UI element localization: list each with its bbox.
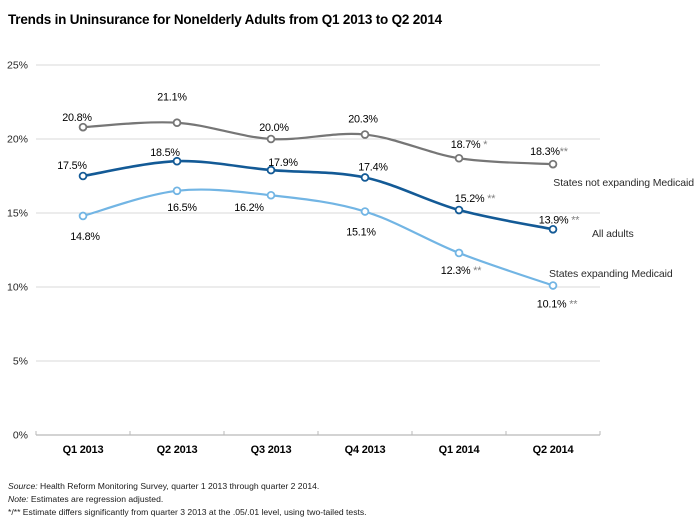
footnote-note-text: Estimates are regression adjusted. xyxy=(28,494,164,504)
data-point-marker-states-expanding-medicaid xyxy=(172,186,182,196)
footnote-note: Note: Estimates are regression adjusted. xyxy=(8,493,367,506)
footnote-source-text: Health Reform Monitoring Survey, quarter… xyxy=(37,481,320,491)
data-point-label: 15.2% ** xyxy=(455,193,496,205)
data-point-label: 16.2% xyxy=(234,202,264,214)
data-point-marker-all-adults xyxy=(78,171,88,181)
footnote-note-prefix: Note: xyxy=(8,494,29,504)
data-point-marker-states-expanding-medicaid xyxy=(266,190,276,200)
series-line-states-expanding-medicaid xyxy=(81,188,555,287)
y-axis-tick-label: 0% xyxy=(13,430,28,442)
data-point-label: 17.9% xyxy=(268,157,298,169)
data-point-label: 18.7% * xyxy=(451,139,488,151)
data-point-label: 13.9% ** xyxy=(539,214,580,226)
x-axis-category-label: Q1 2014 xyxy=(439,444,481,456)
data-point-label: 10.1% ** xyxy=(537,299,578,311)
series-legend-label-states-expanding-medicaid: States expanding Medicaid xyxy=(549,268,673,280)
data-point-marker-all-adults xyxy=(454,205,464,215)
y-axis-tick-label: 20% xyxy=(7,134,28,146)
data-point-marker-all-adults xyxy=(360,173,370,182)
x-axis-category-label: Q2 2013 xyxy=(157,444,198,456)
data-point-marker-states-not-expanding-medicaid xyxy=(454,153,464,163)
x-axis-category-label: Q1 2013 xyxy=(63,444,104,456)
footnote-sig-text: */** Estimate differs significantly from… xyxy=(8,507,367,517)
data-point-label: 16.5% xyxy=(167,202,197,214)
footnote-significance: */** Estimate differs significantly from… xyxy=(8,506,367,519)
data-point-marker-states-not-expanding-medicaid xyxy=(360,130,370,139)
data-point-marker-states-not-expanding-medicaid xyxy=(548,159,558,169)
data-point-label: 17.4% xyxy=(358,161,388,173)
y-axis-tick-label: 15% xyxy=(7,208,28,220)
data-point-label: 12.3% ** xyxy=(441,265,482,277)
x-axis-category-label: Q4 2013 xyxy=(345,444,386,456)
data-point-marker-states-not-expanding-medicaid xyxy=(172,118,182,128)
y-axis-tick-label: 25% xyxy=(7,60,28,72)
x-axis-category-label: Q2 2014 xyxy=(533,444,575,456)
footnotes: Source: Health Reform Monitoring Survey,… xyxy=(8,480,367,519)
data-point-marker-all-adults xyxy=(172,156,182,166)
data-point-marker-states-expanding-medicaid xyxy=(548,281,558,290)
data-point-marker-states-expanding-medicaid xyxy=(78,211,88,221)
series-line-all-adults xyxy=(81,159,555,231)
data-point-label: 20.3% xyxy=(348,114,378,126)
data-point-label: 15.1% xyxy=(346,227,376,239)
data-point-label: 20.8% xyxy=(62,112,92,124)
series-legend-label-all-adults: All adults xyxy=(592,228,634,240)
y-axis-tick-label: 5% xyxy=(13,356,28,368)
data-point-label: 21.1% xyxy=(157,92,187,104)
data-point-marker-states-not-expanding-medicaid xyxy=(78,122,88,132)
data-point-label: 18.5% xyxy=(150,147,180,159)
y-axis-tick-label: 10% xyxy=(7,282,28,294)
data-point-label: 20.0% xyxy=(259,122,289,134)
data-point-marker-all-adults xyxy=(548,224,558,234)
footnote-source-prefix: Source: xyxy=(8,481,38,491)
data-point-marker-states-not-expanding-medicaid xyxy=(266,134,276,144)
x-axis-category-label: Q3 2013 xyxy=(251,444,292,456)
series-legend-label-states-not-expanding-medicaid: States not expanding Medicaid xyxy=(553,177,694,189)
chart-title: Trends in Uninsurance for Nonelderly Adu… xyxy=(8,12,442,27)
data-point-marker-states-expanding-medicaid xyxy=(454,248,464,258)
data-point-label: 18.3%** xyxy=(530,146,569,158)
data-point-marker-states-expanding-medicaid xyxy=(360,207,370,216)
data-point-marker-all-adults xyxy=(266,165,276,175)
data-point-label: 14.8% xyxy=(70,231,100,243)
series-line-states-not-expanding-medicaid xyxy=(81,121,555,166)
data-point-label: 17.5% xyxy=(57,160,87,172)
footnote-source: Source: Health Reform Monitoring Survey,… xyxy=(8,480,367,493)
